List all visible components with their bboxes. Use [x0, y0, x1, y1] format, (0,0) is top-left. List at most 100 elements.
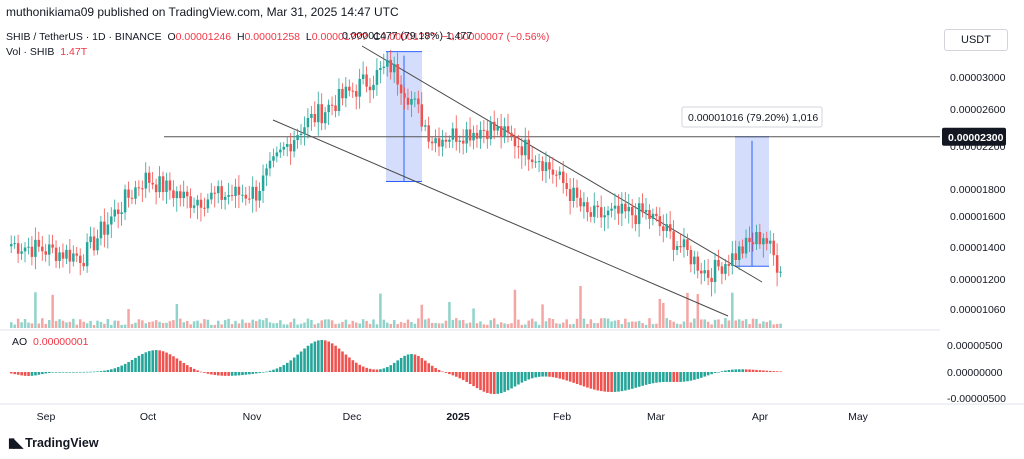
candle-body [544, 162, 548, 172]
ao-bar [82, 371, 86, 373]
candle-body [489, 121, 493, 140]
volume-bar [717, 319, 720, 328]
candle-body [258, 190, 261, 201]
candle-body [217, 186, 220, 194]
volume-bar [527, 320, 530, 328]
candle-body [396, 64, 399, 85]
volume-bar [548, 318, 551, 328]
ao-bar [210, 372, 213, 375]
tradingview-logo[interactable]: ▮◣ TradingView [8, 435, 99, 451]
ao-bar [617, 372, 620, 392]
candle-body [758, 232, 762, 245]
candle-body [451, 128, 455, 140]
low-label: L [305, 31, 312, 43]
candle-body [379, 68, 382, 70]
ao-bar [558, 372, 562, 379]
ao-label[interactable]: AO [12, 336, 28, 348]
currency-button[interactable]: USDT [944, 29, 1008, 51]
ao-bar [755, 369, 758, 372]
candle-body [427, 125, 430, 142]
volume-bar [251, 319, 254, 328]
volume-bar [20, 322, 23, 328]
ao-bar [548, 372, 551, 377]
candle-body [348, 86, 351, 91]
volume-bar [47, 320, 51, 328]
volume-bar [751, 318, 755, 328]
candle-body [620, 203, 624, 214]
candle-body [161, 176, 165, 193]
candle-body [624, 203, 627, 212]
volume-bar [279, 320, 282, 328]
candle-body [261, 175, 265, 191]
ao-bar [355, 362, 358, 372]
volume-bar [361, 319, 365, 328]
ao-bar [192, 368, 196, 372]
candle-body [548, 162, 551, 170]
price-tick-label: 0.00001600 [950, 211, 1006, 223]
candle-body [254, 186, 258, 201]
candle-body [272, 156, 275, 161]
ao-bar [196, 370, 199, 372]
candle-body [196, 199, 199, 206]
ao-bar [727, 370, 731, 372]
ao-bar [413, 354, 417, 372]
candle-body [710, 277, 713, 282]
candle-body [89, 236, 92, 243]
volume-bar [203, 319, 206, 328]
candle-body [748, 237, 751, 243]
volume-bar [75, 324, 79, 328]
candle-body [244, 194, 248, 199]
volume-bar [675, 323, 679, 328]
symbol-name[interactable]: SHIB / TetherUS · 1D · BINANCE [6, 31, 162, 43]
volume-bar [424, 319, 427, 328]
candle-body [565, 183, 568, 189]
volume-bar [258, 319, 261, 328]
volume-bar [106, 319, 110, 328]
candle-body [51, 244, 54, 248]
level-label-text: 0.00002300 [948, 132, 1004, 144]
candle-body [120, 212, 123, 214]
ao-bar [34, 372, 37, 376]
volume-bar [706, 321, 710, 328]
volume-bar [175, 304, 179, 328]
price-tick-label: 0.00002200 [950, 141, 1006, 153]
volume-bar [406, 319, 410, 328]
volume-bar [120, 324, 123, 328]
candle-body [662, 226, 665, 232]
candle-body [234, 186, 237, 196]
ao-bar [334, 345, 337, 372]
candle-body [265, 168, 268, 176]
candle-body [444, 139, 448, 142]
volume-bar [430, 322, 434, 328]
volume-bar [427, 318, 430, 328]
ao-bar [165, 352, 168, 372]
measure-label-2: 0.00001016 (79.20%) 1,016 [688, 112, 818, 124]
ao-bar [379, 369, 382, 372]
volume-bar [617, 319, 620, 328]
volume-bar [372, 319, 375, 328]
volume-bar [741, 320, 744, 328]
ao-bar [286, 362, 289, 372]
volume-label[interactable]: Vol · SHIB [6, 46, 55, 58]
volume-bar [58, 319, 61, 328]
ao-bar [672, 372, 675, 382]
ao-bar [310, 343, 313, 372]
ao-bar [361, 366, 365, 372]
candle-body [327, 104, 330, 113]
volume-bar [441, 323, 444, 328]
ao-bar [606, 372, 610, 392]
open-label: O [167, 31, 176, 43]
ao-bar [765, 370, 769, 372]
ao-bar [455, 372, 458, 377]
candle-body [568, 188, 572, 202]
volume-bar [493, 318, 496, 328]
candle-body [579, 197, 582, 207]
candle-body [437, 138, 441, 147]
candle-body [461, 140, 465, 144]
ao-bar [179, 360, 182, 372]
ao-bar [65, 372, 68, 373]
volume-bar [596, 323, 599, 328]
ao-bar [451, 372, 455, 376]
candle-body [151, 182, 154, 185]
volume-bar [744, 319, 748, 328]
